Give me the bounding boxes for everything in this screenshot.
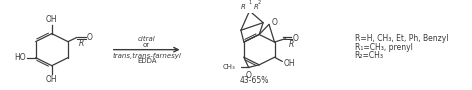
Text: citral: citral — [138, 36, 156, 42]
Text: R=H, CH₃, Et, Ph, Benzyl: R=H, CH₃, Et, Ph, Benzyl — [354, 34, 448, 43]
Text: R: R — [79, 39, 84, 48]
Text: O: O — [272, 18, 278, 27]
Text: OH: OH — [46, 14, 58, 23]
Text: O: O — [245, 71, 252, 80]
Text: 2: 2 — [257, 0, 261, 5]
Text: 43-65%: 43-65% — [240, 76, 269, 85]
Text: or: or — [143, 42, 150, 48]
Text: HO: HO — [14, 53, 26, 62]
Text: CH₃: CH₃ — [223, 64, 236, 70]
Text: R: R — [288, 40, 294, 49]
Text: R: R — [253, 4, 258, 10]
Text: O: O — [292, 34, 298, 43]
Text: OH: OH — [46, 75, 58, 84]
Text: O: O — [87, 33, 93, 42]
Text: R₁=CH₃, prenyl: R₁=CH₃, prenyl — [354, 43, 413, 52]
Text: R: R — [241, 4, 245, 10]
Text: OH: OH — [283, 59, 295, 68]
Text: R₂=CH₃: R₂=CH₃ — [354, 51, 384, 60]
Text: trans,trans-farnesyl: trans,trans-farnesyl — [112, 52, 181, 59]
Text: 1: 1 — [249, 0, 252, 5]
Text: EDDA: EDDA — [137, 58, 156, 64]
